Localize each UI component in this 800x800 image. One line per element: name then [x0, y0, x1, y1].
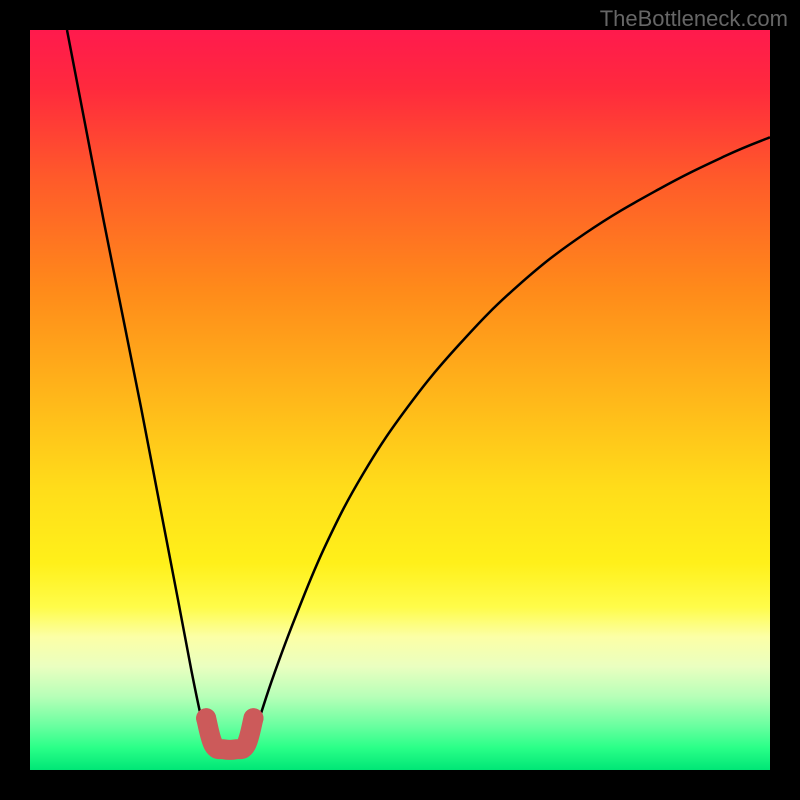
watermark-text: TheBottleneck.com — [600, 6, 788, 32]
chart-container: TheBottleneck.com — [0, 0, 800, 800]
plot-area — [30, 30, 770, 770]
bottleneck-curve — [30, 30, 770, 770]
